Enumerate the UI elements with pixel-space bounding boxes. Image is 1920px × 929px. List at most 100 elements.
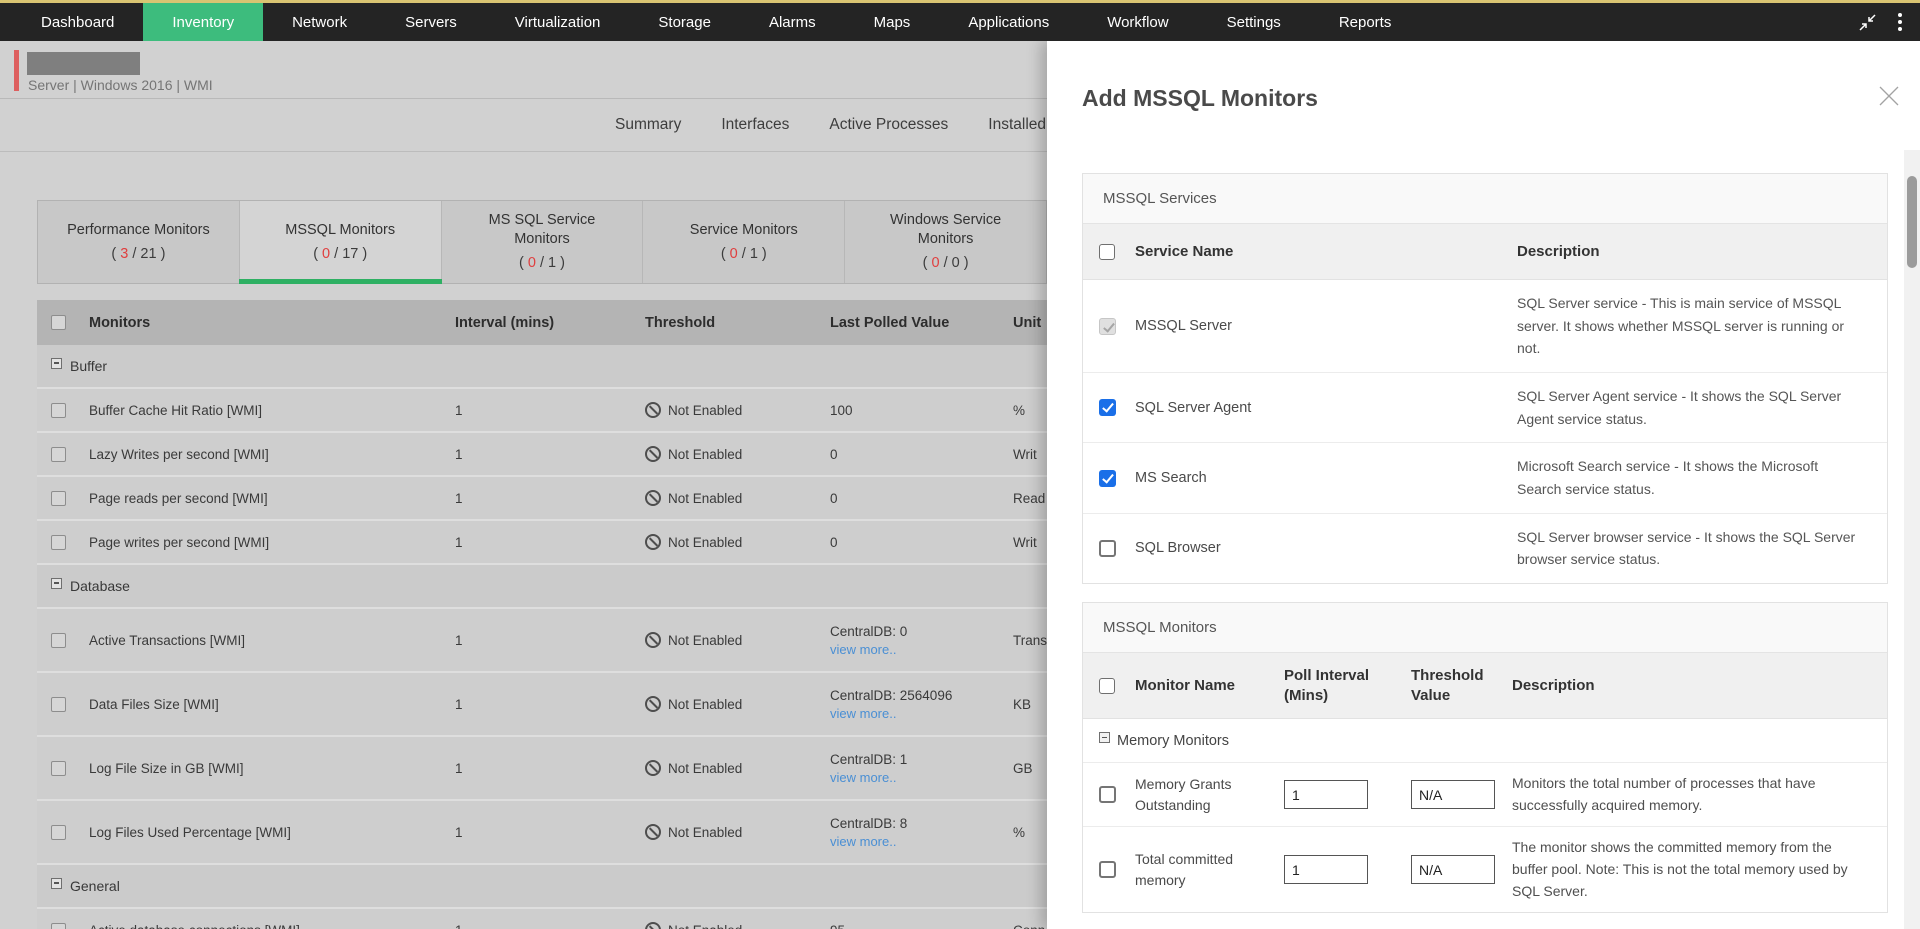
view-more-link[interactable]: view more.. (830, 769, 897, 785)
mssql-monitors-section-title: MSSQL Monitors (1083, 603, 1887, 653)
view-more-link[interactable]: view more.. (830, 705, 897, 721)
last-polled-value: 0 (830, 490, 838, 506)
nav-item-settings[interactable]: Settings (1226, 13, 1281, 31)
unit-value: % (1013, 402, 1026, 418)
service-checkbox[interactable] (1099, 399, 1116, 417)
row-checkbox[interactable] (51, 632, 66, 648)
interval-value: 1 (455, 632, 463, 648)
service-row: SQL Server Agent SQL Server Agent servic… (1083, 373, 1887, 444)
kebab-menu-icon[interactable] (1896, 11, 1904, 33)
row-checkbox[interactable] (51, 922, 66, 929)
exit-fullscreen-icon[interactable] (1857, 12, 1878, 33)
collapse-icon[interactable] (1099, 732, 1110, 743)
monitor-name: Page writes per second [WMI] (89, 534, 270, 550)
row-checkbox[interactable] (51, 696, 66, 712)
service-row: MSSQL Server SQL Server service - This i… (1083, 280, 1887, 374)
panel-monitor-description: The monitor shows the committed memory f… (1512, 839, 1848, 899)
service-description: SQL Server service - This is main servic… (1517, 295, 1845, 357)
monitor-tab-mssql[interactable]: MSSQL Monitors ( 0 / 17 ) (238, 201, 442, 284)
close-icon[interactable] (1876, 83, 1902, 109)
tab-summary[interactable]: Summary (615, 116, 682, 133)
panel-scrollbar-thumb[interactable] (1907, 176, 1917, 268)
poll-interval-input[interactable] (1284, 780, 1368, 810)
group-label: Memory Monitors (1117, 732, 1229, 749)
last-polled-value: CentralDB: 0 (830, 623, 908, 639)
nav-item-storage[interactable]: Storage (658, 13, 711, 31)
interval-value: 1 (455, 824, 463, 840)
unit-value: GB (1013, 760, 1033, 776)
mssql-services-card: MSSQL Services Service Name Description … (1082, 173, 1888, 585)
service-name: SQL Server Agent (1135, 399, 1252, 416)
select-all-checkbox[interactable] (51, 315, 66, 330)
view-more-link[interactable]: view more.. (830, 833, 897, 849)
monitor-checkbox[interactable] (1099, 861, 1116, 879)
panel-title: Add MSSQL Monitors (1082, 85, 1318, 111)
service-name: MS Search (1135, 470, 1207, 487)
nav-item-network[interactable]: Network (292, 13, 348, 31)
tab-active-processes[interactable]: Active Processes (829, 116, 949, 133)
column-service-name: Service Name (1135, 243, 1234, 260)
nav-item-virtualization[interactable]: Virtualization (514, 13, 601, 31)
tab-installed[interactable]: Installed (988, 116, 1047, 133)
panel-monitor-row: Total committed memory The monitor shows… (1083, 827, 1887, 912)
nav-item-dashboard[interactable]: Dashboard (41, 13, 115, 31)
services-select-all-checkbox[interactable] (1099, 243, 1115, 260)
nav-item-inventory[interactable]: Inventory (143, 3, 264, 41)
collapse-icon[interactable] (51, 357, 62, 369)
device-name-redacted (27, 52, 140, 75)
monitor-tab-mssql-service[interactable]: MS SQL Service Monitors ( 0 / 1 ) (442, 201, 644, 283)
row-checkbox[interactable] (51, 490, 66, 506)
monitor-tab-count: ( 0 / 1 ) (519, 254, 565, 271)
mssql-services-section-title: MSSQL Services (1083, 174, 1887, 224)
panel-monitor-name: Memory Grants Outstanding (1135, 775, 1232, 813)
threshold-value-input[interactable] (1411, 855, 1495, 885)
column-description: Description (1517, 243, 1600, 260)
threshold-value-input[interactable] (1411, 780, 1495, 810)
nav-item-workflow[interactable]: Workflow (1107, 13, 1169, 31)
service-name: SQL Browser (1135, 540, 1221, 557)
service-checkbox[interactable] (1099, 469, 1116, 487)
panel-scrollbar[interactable] (1904, 150, 1920, 929)
not-enabled-icon (645, 922, 661, 929)
tab-interfaces[interactable]: Interfaces (721, 116, 790, 133)
nav-item-maps[interactable]: Maps (873, 13, 911, 31)
poll-interval-input[interactable] (1284, 855, 1368, 885)
monitors-select-all-checkbox[interactable] (1099, 677, 1115, 694)
service-checkbox[interactable] (1099, 539, 1116, 557)
nav-item-reports[interactable]: Reports (1338, 13, 1392, 31)
monitor-name: Page reads per second [WMI] (89, 490, 268, 506)
view-more-link[interactable]: view more.. (830, 641, 897, 657)
unit-value: Read (1013, 490, 1046, 506)
monitor-tab-label: MSSQL Monitors (285, 221, 396, 238)
service-checkbox[interactable] (1099, 317, 1116, 335)
monitor-checkbox[interactable] (1099, 786, 1116, 804)
monitor-name: Data Files Size [WMI] (89, 696, 219, 712)
interval-value: 1 (455, 534, 463, 550)
last-polled-value: 0 (830, 534, 838, 550)
collapse-icon[interactable] (51, 577, 62, 589)
service-description: SQL Server Agent service - It shows the … (1517, 388, 1842, 427)
row-checkbox[interactable] (51, 824, 66, 840)
service-description: SQL Server browser service - It shows th… (1517, 528, 1856, 568)
group-label: Buffer (70, 358, 108, 374)
row-checkbox[interactable] (51, 402, 66, 418)
service-row: MS Search Microsoft Search service - It … (1083, 443, 1887, 514)
row-checkbox[interactable] (51, 760, 66, 776)
row-checkbox[interactable] (51, 446, 66, 462)
monitor-tab-service[interactable]: Service Monitors ( 0 / 1 ) (643, 201, 846, 283)
monitor-tab-bar: Performance Monitors ( 3 / 21 ) MSSQL Mo… (37, 200, 1047, 284)
interval-value: 1 (455, 923, 645, 929)
monitors-panel-table-header: Monitor Name Poll Interval (Mins) Thresh… (1083, 653, 1887, 719)
monitor-tab-windows-service[interactable]: Windows Service Monitors ( 0 / 0 ) (845, 201, 1046, 283)
collapse-icon[interactable] (51, 877, 62, 889)
unit-value: % (1013, 824, 1026, 840)
row-checkbox[interactable] (51, 534, 66, 550)
monitor-name: Log File Size in GB [WMI] (89, 760, 244, 776)
monitor-tab-performance[interactable]: Performance Monitors ( 3 / 21 ) (38, 201, 240, 283)
nav-item-servers[interactable]: Servers (405, 13, 457, 31)
nav-item-applications[interactable]: Applications (968, 13, 1050, 31)
monitor-name: Active Transactions [WMI] (89, 632, 246, 648)
add-mssql-monitors-panel: Add MSSQL Monitors MSSQL Services Servic… (1047, 41, 1920, 929)
nav-item-alarms[interactable]: Alarms (768, 13, 816, 31)
panel-monitor-description: Monitors the total number of processes t… (1512, 775, 1816, 813)
